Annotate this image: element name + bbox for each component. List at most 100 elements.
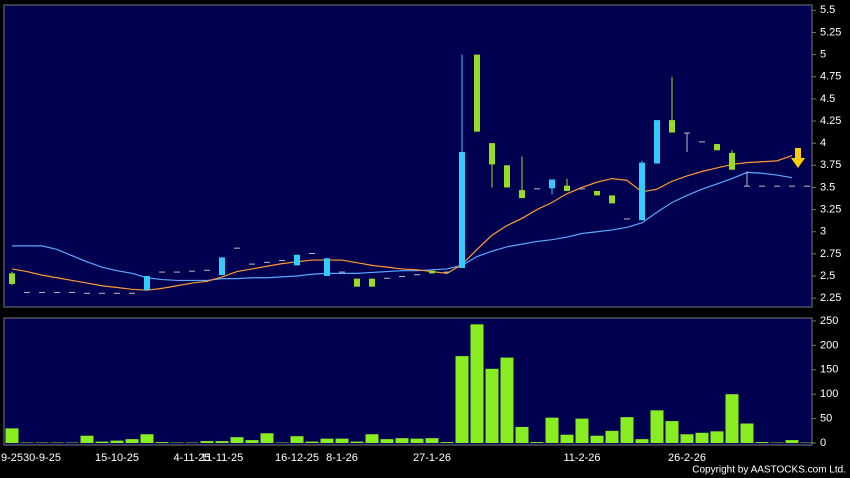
volume-bar xyxy=(575,418,589,444)
y-tick-label: 250 xyxy=(820,315,838,327)
candle-body xyxy=(609,195,615,204)
candle-body xyxy=(579,188,585,190)
volume-bar xyxy=(785,440,799,444)
volume-bar xyxy=(740,423,754,444)
candle-body xyxy=(414,274,420,276)
volume-bar xyxy=(335,438,349,444)
y-tick-label: 4.25 xyxy=(820,115,841,127)
volume-bar xyxy=(95,441,109,444)
volume-bar xyxy=(725,394,739,444)
candle-body xyxy=(399,276,405,278)
candle-body xyxy=(279,260,285,262)
candle-body xyxy=(54,291,60,293)
candle-body xyxy=(189,270,195,272)
candle-body xyxy=(144,276,150,291)
candle-body xyxy=(129,292,135,294)
y-tick-label: 4 xyxy=(820,137,826,149)
candle-body xyxy=(699,141,705,143)
volume-bar xyxy=(560,434,574,444)
volume-bar xyxy=(530,442,544,444)
candle-body xyxy=(714,144,720,151)
y-tick-label: 5 xyxy=(820,49,826,61)
x-tick-label: 8-1-26 xyxy=(326,452,358,464)
volume-bar xyxy=(755,442,769,444)
volume-bar xyxy=(110,440,124,444)
y-tick-label: 3.75 xyxy=(820,159,841,171)
volume-bar xyxy=(470,324,484,444)
candle-body xyxy=(474,54,480,132)
volume-bar xyxy=(125,439,139,444)
volume-bar xyxy=(620,417,634,444)
candle-body xyxy=(84,292,90,294)
volume-bar xyxy=(260,433,274,444)
x-tick-label: 27-1-26 xyxy=(413,452,451,464)
candle-body xyxy=(9,273,15,284)
candle-body xyxy=(564,185,570,191)
moving-average-line xyxy=(11,154,793,291)
volume-bar xyxy=(155,442,169,444)
candle-body xyxy=(264,261,270,263)
candle-body xyxy=(69,291,75,293)
candle-body xyxy=(684,132,690,134)
y-tick-label: 5.5 xyxy=(820,4,835,16)
price-panel xyxy=(3,4,813,308)
volume-bar xyxy=(200,441,214,444)
volume-bar xyxy=(665,421,679,444)
volume-bar xyxy=(80,435,94,444)
volume-bar xyxy=(485,368,499,444)
x-tick-label: 9-25 xyxy=(1,452,23,464)
volume-bar xyxy=(305,441,319,444)
volume-bar xyxy=(380,439,394,444)
copyright: Copyright by AASTOCKS.com Ltd. xyxy=(692,465,846,476)
y-tick-label: 4.75 xyxy=(820,71,841,83)
volume-bar xyxy=(5,428,19,444)
candle-body xyxy=(744,185,750,187)
x-tick-label: 26-2-26 xyxy=(668,452,706,464)
candle-body xyxy=(774,185,780,187)
volume-bar xyxy=(395,438,409,444)
y-tick-label: 2.75 xyxy=(820,248,841,260)
candle-body xyxy=(234,247,240,249)
candle-body xyxy=(519,190,525,199)
volume-bar xyxy=(425,438,439,444)
x-tick-label: 4-11-25 xyxy=(173,452,210,464)
candle-body xyxy=(429,270,435,274)
x-tick-label: 15-10-25 xyxy=(95,452,139,464)
candle-body xyxy=(24,291,30,293)
candle-body xyxy=(459,152,465,269)
candle-body xyxy=(444,271,450,273)
arrow-icon xyxy=(791,148,805,168)
volume-bar xyxy=(455,356,469,444)
x-tick-label: 30-9-25 xyxy=(23,452,61,464)
candle-body xyxy=(549,179,555,189)
volume-bar xyxy=(320,438,334,444)
volume-bar xyxy=(440,442,454,444)
candle-body xyxy=(489,143,495,165)
y-tick-label: 50 xyxy=(820,413,832,425)
volume-bar xyxy=(635,439,649,444)
candle-body xyxy=(369,278,375,287)
candle-body xyxy=(294,254,300,266)
candle-body xyxy=(339,271,345,273)
candle-body xyxy=(654,120,660,164)
volume-bar xyxy=(680,434,694,444)
candle-body xyxy=(174,271,180,273)
candle-body xyxy=(639,162,645,221)
candle-body xyxy=(594,190,600,196)
y-tick-label: 150 xyxy=(820,364,838,376)
volume-bar xyxy=(410,438,424,444)
volume-bar xyxy=(590,435,604,444)
volume-bar xyxy=(350,441,364,444)
volume-bar xyxy=(290,436,304,444)
volume-bar xyxy=(650,410,664,444)
volume-bar xyxy=(515,426,529,444)
x-tick-label: 16-12-25 xyxy=(275,452,319,464)
candle-body xyxy=(39,291,45,293)
volume-bar xyxy=(695,432,709,444)
volume-panel xyxy=(3,317,813,446)
candle-body xyxy=(159,271,165,273)
volume-bar xyxy=(545,417,559,444)
x-tick-label: 11-2-26 xyxy=(563,452,600,464)
